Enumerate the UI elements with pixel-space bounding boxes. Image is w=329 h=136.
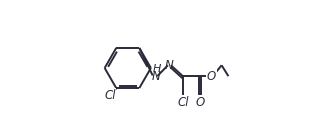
Text: O: O: [207, 70, 216, 83]
Text: N: N: [165, 59, 174, 72]
Text: N: N: [151, 70, 160, 83]
Text: Cl: Cl: [177, 95, 189, 109]
Text: Cl: Cl: [104, 89, 116, 102]
Text: H: H: [153, 64, 161, 74]
Text: O: O: [196, 95, 205, 109]
